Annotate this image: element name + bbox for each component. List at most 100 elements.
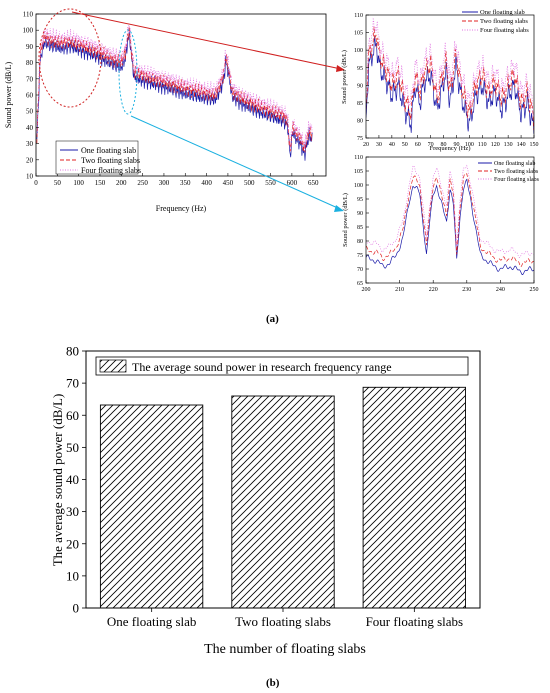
x-tick-label: 0 xyxy=(34,179,38,187)
y-tick-label: 110 xyxy=(23,10,34,18)
panel-b-label: (b) xyxy=(266,677,280,689)
y-axis-label: Sound power (dB/L) xyxy=(342,193,349,247)
series-line-1 xyxy=(366,35,534,134)
y-tick-label: 90 xyxy=(357,211,363,217)
axes: 200 210 220 230 240 250 65 70 75 80 85 90 95 100 105 11… xyxy=(354,155,539,293)
x-tick-label: 220 xyxy=(429,287,438,293)
legend: One floating slab Two floating slabs Fou… xyxy=(462,9,529,34)
bar xyxy=(99,404,204,609)
x-tick-label: 200 xyxy=(116,179,127,187)
x-tick-label: 450 xyxy=(223,179,234,187)
chart-a-zoom-low: 20 30 40 50 60 70 80 90 100 110 120 130 140 150 75 80 85… xyxy=(341,9,539,152)
x-tick-label: 60 xyxy=(415,142,421,148)
series-line-2 xyxy=(36,26,313,153)
y-tick-label: 50 xyxy=(66,440,79,455)
zoom-ellipse-cyan xyxy=(118,29,138,115)
y-tick-label: 105 xyxy=(354,31,363,37)
series-line-3 xyxy=(366,17,534,118)
y-tick-label: 95 xyxy=(357,66,363,72)
x-tick-label: 100 xyxy=(465,142,474,148)
legend-label-two: Two floating slabs xyxy=(480,18,528,25)
y-tick-label: 70 xyxy=(357,267,363,273)
y-tick-label: 20 xyxy=(66,536,79,551)
y-tick-label: 10 xyxy=(26,172,34,180)
x-tick-label: 70 xyxy=(428,142,434,148)
y-tick-label: 30 xyxy=(26,140,34,148)
x-tick-label: 210 xyxy=(395,287,404,293)
x-tick-label: 150 xyxy=(530,142,539,148)
y-tick-label: 110 xyxy=(354,13,363,19)
legend: The average sound power in research freq… xyxy=(95,356,469,376)
legend-label-one: One floating slab xyxy=(480,9,525,16)
x-tick-label: 80 xyxy=(441,142,447,148)
x-tick-label: 50 xyxy=(54,179,62,187)
y-tick-label: 80 xyxy=(26,59,34,67)
y-tick-label: 75 xyxy=(357,136,363,142)
y-axis-label: Sound power (dB/L) xyxy=(341,50,348,104)
y-tick-label: 60 xyxy=(66,408,79,423)
y-tick-label: 10 xyxy=(66,568,79,583)
legend: One floating slab Two floating slabs Fou… xyxy=(478,160,540,183)
legend-label-two: Two floating slabs xyxy=(81,156,140,165)
y-axis-label: The average sound power (dB/L) xyxy=(50,394,65,567)
legend-label-two: Two floating slabs xyxy=(494,168,539,175)
x-tick-label: 200 xyxy=(362,287,371,293)
series-line-1 xyxy=(366,178,534,275)
axes: 20 30 40 50 60 70 80 90 100 110 120 130 140 150 75 80 85… xyxy=(354,13,539,148)
y-tick-label: 100 xyxy=(23,27,34,35)
legend-label-one: One floating slab xyxy=(81,146,136,155)
chart-b: One floating slab Two floating slabs Four … xyxy=(50,344,481,657)
x-tick-label: 350 xyxy=(180,179,191,187)
axes: One floating slab Two floating slabs Four … xyxy=(66,344,463,630)
legend-label-one: One floating slab xyxy=(494,160,535,167)
x-tick-label: Two floating slabs xyxy=(235,614,331,629)
plot-area xyxy=(366,164,534,275)
x-tick-label: 30 xyxy=(376,142,382,148)
y-tick-label: 40 xyxy=(26,124,34,132)
x-tick-label: 250 xyxy=(530,287,539,293)
x-tick-label: 500 xyxy=(244,179,255,187)
y-tick-label: 30 xyxy=(66,504,79,519)
y-tick-label: 105 xyxy=(354,169,363,175)
legend-label-four: Four floating slabs xyxy=(81,166,141,175)
y-tick-label: 80 xyxy=(66,344,79,359)
x-tick-label: 550 xyxy=(265,179,276,187)
x-axis-label: Frequency (Hz) xyxy=(156,204,207,213)
legend-box xyxy=(95,356,469,376)
y-tick-label: 90 xyxy=(26,43,34,51)
legend-label: The average sound power in research freq… xyxy=(132,360,392,374)
bar xyxy=(362,386,466,609)
y-tick-label: 65 xyxy=(357,281,363,287)
y-tick-label: 110 xyxy=(354,155,363,161)
legend-box xyxy=(55,140,139,175)
y-tick-label: 40 xyxy=(66,472,79,487)
axes: 0 50 100 150 200 250 300 350 400 450 500 550 600 650 1… xyxy=(23,10,319,187)
panel-a-label: (a) xyxy=(266,313,279,325)
chart-a-zoom-mid: 200 210 220 230 240 250 65 70 75 80 85 90 95 100 105 11… xyxy=(342,155,540,293)
y-tick-label: 80 xyxy=(357,239,363,245)
legend-label-four: Four floating slabs xyxy=(494,176,540,183)
y-tick-label: 90 xyxy=(357,83,363,89)
series-line-2 xyxy=(366,26,534,131)
y-tick-label: 95 xyxy=(357,197,363,203)
y-tick-label: 85 xyxy=(357,225,363,231)
y-tick-label: 85 xyxy=(357,101,363,107)
y-tick-label: 20 xyxy=(26,156,34,164)
x-tick-label: 50 xyxy=(402,142,408,148)
zoom-arrowhead-red xyxy=(336,65,345,72)
series-line-2 xyxy=(366,173,534,268)
y-tick-label: 0 xyxy=(73,601,80,616)
y-tick-label: 75 xyxy=(357,253,363,259)
x-tick-label: 300 xyxy=(159,179,170,187)
x-tick-label: 230 xyxy=(462,287,471,293)
legend: One floating slab Two floating slabs Fou… xyxy=(55,140,141,175)
y-tick-label: 80 xyxy=(357,119,363,125)
plot-area xyxy=(36,23,313,161)
y-axis-label: Sound power (dB/L) xyxy=(4,62,13,129)
legend-label-four: Four floating slabs xyxy=(480,27,529,34)
y-tick-label: 50 xyxy=(26,108,34,116)
x-tick-label: 40 xyxy=(389,142,395,148)
x-tick-label: 130 xyxy=(504,142,513,148)
zoom-arrowhead-cyan xyxy=(334,205,344,212)
x-tick-label: 250 xyxy=(137,179,148,187)
